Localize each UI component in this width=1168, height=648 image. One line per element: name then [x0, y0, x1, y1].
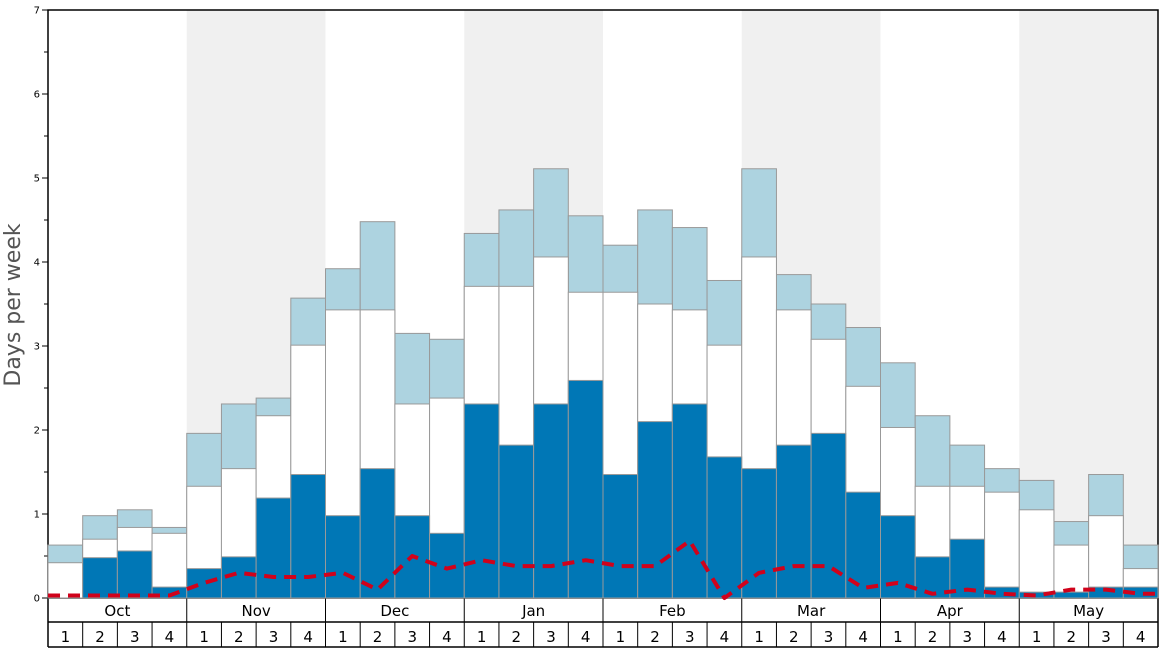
week-label: 1	[477, 628, 487, 646]
labels-layer: 0 1 2 3 4 5 6 7 Oct Nov Dec Jan Feb Mar Apr May 1 2 3 4 1 2 3 4…	[34, 6, 1146, 647]
week-label: 2	[95, 628, 105, 646]
week-label: 4	[997, 628, 1007, 646]
week-label: 3	[546, 628, 556, 646]
week-label: 4	[720, 628, 730, 646]
week-label: 2	[373, 628, 383, 646]
y-tick-label: 0	[34, 594, 40, 605]
week-label: 1	[338, 628, 348, 646]
bar-dark	[637, 421, 673, 599]
week-label: 3	[1101, 628, 1111, 646]
week-label: 4	[1136, 628, 1146, 646]
month-label: Dec	[380, 602, 409, 620]
bar-dark	[359, 468, 396, 599]
y-tick-label: 2	[34, 426, 40, 437]
y-tick-label: 6	[34, 90, 40, 101]
y-tick-label: 7	[34, 6, 40, 17]
month-label: Mar	[797, 602, 826, 620]
week-label: 3	[685, 628, 695, 646]
bar-dark	[741, 468, 777, 599]
month-label: Nov	[241, 602, 270, 620]
bar-dark	[533, 403, 569, 599]
week-label: 1	[1032, 628, 1042, 646]
week-label: 2	[512, 628, 522, 646]
y-tick-label: 4	[34, 258, 40, 269]
week-label: 4	[581, 628, 591, 646]
bar-mid	[984, 491, 1020, 599]
week-label: 4	[303, 628, 313, 646]
bar-dark	[810, 432, 847, 599]
month-label: Feb	[659, 602, 686, 620]
bar-dark	[775, 444, 812, 599]
bar-dark	[325, 515, 361, 599]
week-label: 1	[61, 628, 71, 646]
week-label: 1	[199, 628, 209, 646]
week-label: 4	[858, 628, 868, 646]
week-label: 4	[442, 628, 452, 646]
bar-dark	[1053, 591, 1090, 599]
week-label: 3	[962, 628, 972, 646]
bar-dark	[116, 550, 153, 599]
week-label: 4	[165, 628, 175, 646]
bar-dark	[290, 474, 326, 599]
week-label: 2	[1067, 628, 1077, 646]
bar-dark	[498, 444, 535, 599]
bar-dark	[706, 456, 743, 599]
bar-dark	[82, 557, 118, 599]
week-label: 3	[407, 628, 417, 646]
median-line	[48, 538, 1158, 600]
week-label: 3	[269, 628, 279, 646]
median-line-layer	[48, 538, 1158, 600]
bar-mid	[1088, 515, 1124, 599]
week-label: 3	[130, 628, 140, 646]
week-label: 1	[616, 628, 626, 646]
bar-dark	[567, 379, 604, 599]
week-label: 3	[824, 628, 834, 646]
bar-dark	[671, 403, 708, 599]
bar-dark	[186, 568, 222, 599]
week-label: 2	[234, 628, 244, 646]
y-tick-label: 3	[34, 342, 40, 353]
month-label: Apr	[937, 602, 964, 620]
week-label: 1	[893, 628, 903, 646]
week-label: 1	[754, 628, 764, 646]
month-label: May	[1073, 602, 1104, 620]
week-label: 2	[928, 628, 938, 646]
bar-dark	[463, 403, 500, 599]
week-label: 2	[789, 628, 799, 646]
y-tick-label: 1	[34, 510, 40, 521]
bar-dark	[255, 497, 292, 599]
y-axis-label: Days per week	[1, 223, 26, 386]
week-label: 2	[650, 628, 660, 646]
bar-dark	[602, 474, 639, 599]
bar-mid	[47, 562, 84, 599]
bar-mid	[1018, 509, 1055, 599]
month-label: Oct	[104, 602, 130, 620]
y-tick-label: 5	[34, 174, 40, 185]
month-label: Jan	[521, 602, 545, 620]
